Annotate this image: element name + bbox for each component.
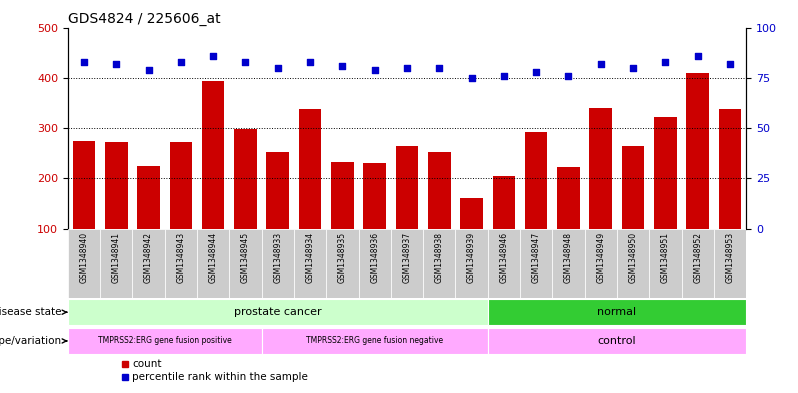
Bar: [488, 299, 746, 325]
Bar: [525, 132, 547, 229]
Bar: [137, 166, 160, 229]
Text: GSM1348936: GSM1348936: [370, 232, 379, 283]
Bar: [391, 229, 423, 298]
Bar: [428, 152, 451, 229]
Bar: [262, 229, 294, 298]
Text: GSM1348952: GSM1348952: [693, 232, 702, 283]
Bar: [617, 229, 650, 298]
Bar: [488, 328, 746, 354]
Text: GSM1348945: GSM1348945: [241, 232, 250, 283]
Point: [77, 59, 90, 65]
Bar: [456, 229, 488, 298]
Bar: [202, 81, 224, 229]
Bar: [105, 142, 128, 229]
Point: [336, 62, 349, 69]
Bar: [622, 146, 645, 229]
Point: [724, 61, 737, 67]
Point: [271, 64, 284, 71]
Bar: [164, 229, 197, 298]
Point: [659, 59, 672, 65]
Text: disease state: disease state: [0, 307, 67, 317]
Bar: [100, 229, 132, 298]
Text: TMPRSS2:ERG gene fusion negative: TMPRSS2:ERG gene fusion negative: [306, 336, 443, 345]
Point: [497, 73, 510, 79]
Point: [239, 59, 252, 65]
Text: GSM1348950: GSM1348950: [629, 232, 638, 283]
Bar: [719, 109, 741, 229]
Point: [626, 64, 639, 71]
Point: [530, 69, 543, 75]
Point: [207, 53, 219, 59]
Bar: [294, 229, 326, 298]
Bar: [552, 229, 585, 298]
Text: GSM1348944: GSM1348944: [209, 232, 218, 283]
Text: TMPRSS2:ERG gene fusion positive: TMPRSS2:ERG gene fusion positive: [98, 336, 231, 345]
Bar: [234, 129, 257, 229]
Bar: [681, 229, 714, 298]
Bar: [492, 176, 516, 229]
Bar: [585, 229, 617, 298]
Text: GSM1348953: GSM1348953: [725, 232, 734, 283]
Bar: [267, 152, 289, 229]
Text: GSM1348935: GSM1348935: [338, 232, 347, 283]
Text: GSM1348941: GSM1348941: [112, 232, 120, 283]
Bar: [423, 229, 456, 298]
Bar: [169, 142, 192, 229]
Text: genotype/variation: genotype/variation: [0, 336, 67, 346]
Point: [175, 59, 188, 65]
Point: [110, 61, 123, 67]
Point: [304, 59, 317, 65]
Point: [691, 53, 704, 59]
Point: [369, 67, 381, 73]
Bar: [590, 108, 612, 229]
Bar: [326, 229, 358, 298]
Text: GSM1348943: GSM1348943: [176, 232, 185, 283]
Point: [562, 73, 575, 79]
Text: GSM1348938: GSM1348938: [435, 232, 444, 283]
Bar: [358, 229, 391, 298]
Text: GSM1348946: GSM1348946: [500, 232, 508, 283]
Point: [433, 64, 445, 71]
Bar: [460, 198, 483, 229]
Point: [465, 75, 478, 81]
Bar: [68, 299, 488, 325]
Text: GSM1348942: GSM1348942: [144, 232, 153, 283]
Text: GSM1348948: GSM1348948: [564, 232, 573, 283]
Text: GSM1348934: GSM1348934: [306, 232, 314, 283]
Text: control: control: [598, 336, 636, 346]
Bar: [73, 141, 95, 229]
Text: GSM1348940: GSM1348940: [80, 232, 89, 283]
Bar: [488, 229, 520, 298]
Text: GSM1348951: GSM1348951: [661, 232, 670, 283]
Text: GSM1348937: GSM1348937: [402, 232, 412, 283]
Bar: [68, 229, 100, 298]
Text: prostate cancer: prostate cancer: [234, 307, 322, 317]
Bar: [654, 117, 677, 229]
Bar: [650, 229, 681, 298]
Bar: [686, 73, 709, 229]
Text: GDS4824 / 225606_at: GDS4824 / 225606_at: [68, 13, 220, 26]
Bar: [363, 163, 386, 229]
Point: [401, 64, 413, 71]
Bar: [68, 328, 262, 354]
Bar: [197, 229, 229, 298]
Text: count: count: [132, 359, 162, 369]
Bar: [331, 162, 354, 229]
Point: [595, 61, 607, 67]
Bar: [229, 229, 262, 298]
Text: GSM1348949: GSM1348949: [596, 232, 605, 283]
Point: [142, 67, 155, 73]
Text: GSM1348947: GSM1348947: [531, 232, 541, 283]
Bar: [714, 229, 746, 298]
Text: GSM1348933: GSM1348933: [273, 232, 282, 283]
Text: GSM1348939: GSM1348939: [467, 232, 476, 283]
Bar: [396, 146, 418, 229]
Bar: [520, 229, 552, 298]
Bar: [262, 328, 488, 354]
Bar: [557, 167, 580, 229]
Bar: [298, 109, 322, 229]
Bar: [132, 229, 164, 298]
Text: normal: normal: [598, 307, 637, 317]
Text: percentile rank within the sample: percentile rank within the sample: [132, 372, 308, 382]
